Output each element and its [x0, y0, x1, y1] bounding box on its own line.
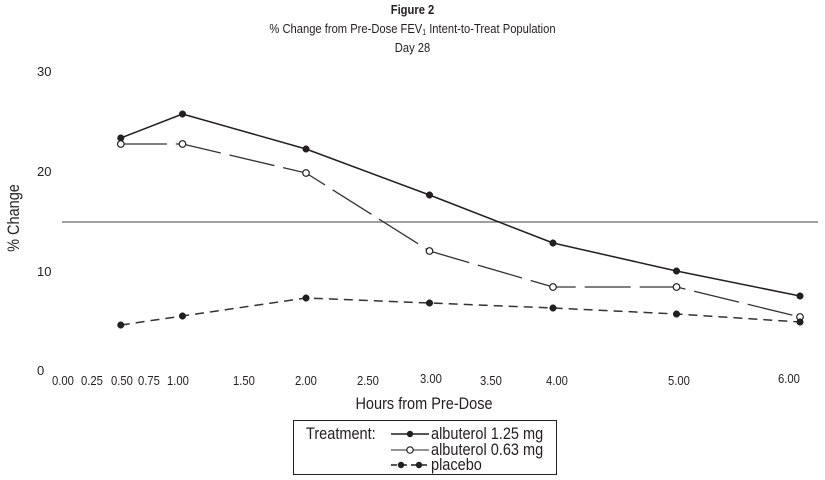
data-point-albuterol-0-63-mg [549, 283, 557, 291]
series-line-albuterol-0-63-mg [120, 143, 801, 318]
y-tick-labels: 0 10 20 30 [37, 64, 51, 378]
data-point-placebo [117, 321, 125, 329]
series-lines [120, 113, 801, 326]
data-point-placebo [425, 299, 434, 307]
series-line-placebo [120, 297, 801, 326]
x-tick-label: 0.00 [52, 373, 74, 388]
legend-label: placebo [431, 456, 482, 474]
chart-title-main: % Change from Pre-Dose FEV [269, 21, 423, 36]
data-point-placebo [549, 304, 557, 312]
plot-area: 0 10 20 30 0.00 0.25 0.50 0.75 1.00 1.50 2.00 2.50… [5, 64, 818, 413]
x-tick-label: 1.00 [167, 373, 189, 388]
legend-swatch-longdash-open [391, 446, 429, 454]
legend-entry-albuterol-1-25: albuterol 1.25 mg [390, 426, 559, 442]
data-point-placebo [672, 310, 681, 318]
chart-title-suffix: Intent-to-Treat Population [426, 21, 556, 36]
x-tick-labels: 0.00 0.25 0.50 0.75 1.00 1.50 2.00 2.50 3.00 3.50… [52, 371, 800, 388]
x-tick-label: 6.00 [778, 371, 800, 386]
series-line-albuterol-1-25-mg [120, 113, 801, 297]
figure-label: Figure 2 [390, 2, 435, 17]
data-point-albuterol-1-25-mg [178, 110, 187, 118]
data-point-placebo [302, 294, 310, 302]
x-tick-label: 0.25 [81, 373, 103, 388]
data-point-albuterol-0-63-mg [178, 140, 187, 148]
y-tick-label: 10 [37, 264, 51, 279]
y-tick-label: 20 [37, 164, 51, 179]
x-tick-label: 2.50 [357, 373, 379, 388]
chart-subtitle: Day 28 [394, 40, 431, 55]
x-tick-label: 3.50 [480, 373, 502, 388]
data-point-albuterol-0-63-mg [425, 247, 434, 255]
x-tick-label: 1.50 [233, 373, 255, 388]
data-point-placebo [178, 312, 187, 320]
series-markers [116, 110, 804, 329]
legend-entry-placebo: placebo [390, 457, 489, 473]
data-point-albuterol-1-25-mg [672, 267, 681, 275]
y-axis-label: % Change [5, 184, 23, 252]
x-axis-label: Hours from Pre-Dose [355, 395, 492, 413]
chart-title-subscript: 1 [422, 28, 427, 37]
data-point-albuterol-1-25-mg [796, 292, 804, 300]
data-point-placebo [796, 318, 804, 326]
data-point-albuterol-0-63-mg [672, 283, 681, 291]
legend-swatch-solid-filled [391, 430, 429, 438]
legend-label: albuterol 0.63 mg [431, 441, 544, 459]
chart-title: % Change from Pre-Dose FEV1 Intent-to-Tr… [58, 21, 768, 37]
data-point-albuterol-0-63-mg [302, 169, 310, 177]
legend: Treatment: albuterol 1.25 mg albuterol 0… [293, 420, 557, 475]
x-tick-label: 5.00 [668, 373, 690, 388]
y-tick-label: 0 [37, 363, 44, 378]
x-tick-label: 4.00 [546, 373, 568, 388]
y-tick-label: 30 [37, 64, 51, 79]
data-point-albuterol-1-25-mg [549, 239, 557, 247]
x-tick-label: 0.75 [138, 373, 160, 388]
data-point-albuterol-1-25-mg [425, 191, 434, 199]
legend-swatch-shortdash-filled [391, 461, 429, 469]
data-point-albuterol-0-63-mg [116, 140, 125, 148]
legend-heading: Treatment: [306, 425, 376, 443]
x-tick-label: 0.50 [111, 373, 133, 388]
x-tick-label: 3.00 [420, 371, 442, 386]
legend-label: albuterol 1.25 mg [431, 425, 544, 443]
data-point-albuterol-1-25-mg [302, 145, 310, 153]
x-tick-label: 2.00 [295, 373, 317, 388]
legend-entry-albuterol-0-63: albuterol 0.63 mg [390, 442, 559, 458]
